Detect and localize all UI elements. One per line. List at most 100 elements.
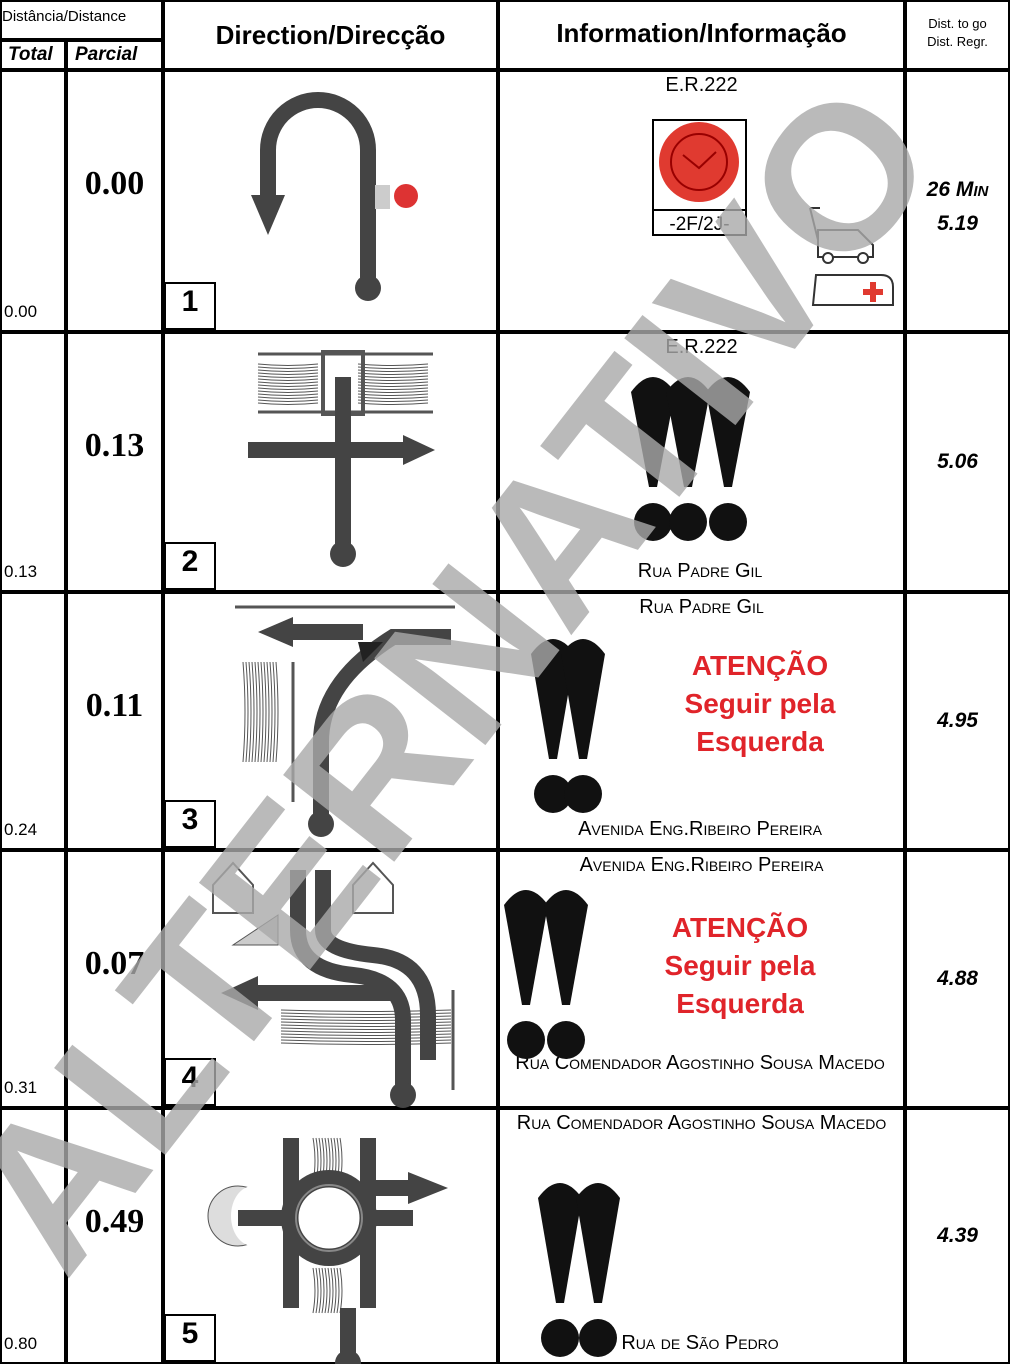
parcial: 0.07 xyxy=(84,945,145,982)
step-number: 1 xyxy=(181,285,199,318)
arrow-head xyxy=(258,617,293,647)
dist-cell xyxy=(905,70,1010,332)
direction-cell xyxy=(163,850,498,1108)
road xyxy=(315,870,436,1060)
arrow-head xyxy=(403,435,435,465)
step-number: 3 xyxy=(181,803,199,836)
direction-diagram xyxy=(251,92,418,301)
warning: Seguir pela xyxy=(684,688,836,719)
header-dist-to-go: Dist. to go xyxy=(928,16,987,31)
start-dot xyxy=(308,811,334,837)
header-direction: Direction/Direcção xyxy=(215,20,446,50)
direction-diagram xyxy=(212,861,455,1108)
step-number: 4 xyxy=(181,1061,199,1094)
header-cell xyxy=(498,0,905,70)
header-distance: Distância/Distance xyxy=(2,8,127,25)
arrow-head xyxy=(408,1172,448,1204)
header-dist-regr: Dist. Regr. xyxy=(927,34,988,49)
info-bottom: Rua Padre Gil xyxy=(637,560,763,582)
total: 0.00 xyxy=(4,302,38,321)
start-dot xyxy=(335,1350,361,1364)
parcial: 0.11 xyxy=(85,687,144,724)
direction-diagram xyxy=(207,1137,448,1364)
direction-diagram xyxy=(235,605,455,837)
warning-icon xyxy=(504,890,588,1059)
info-cell xyxy=(498,332,905,592)
warning: Esquerda xyxy=(676,988,804,1019)
warning: ATENÇÃO xyxy=(691,650,829,681)
dist-cell xyxy=(905,332,1010,592)
direction-cell xyxy=(163,592,498,850)
direction-diagram xyxy=(248,350,435,567)
warning-icon xyxy=(538,1183,620,1357)
parcial-cell xyxy=(66,70,163,332)
warning: Seguir pela xyxy=(664,950,816,981)
total-cell xyxy=(0,332,66,592)
step-number: 2 xyxy=(181,545,199,578)
step-box xyxy=(164,1314,216,1362)
step-box xyxy=(164,800,216,848)
dist-to-go: 4.88 xyxy=(937,967,978,990)
info-cell xyxy=(498,592,905,850)
header-cell xyxy=(0,40,66,70)
direction-cell xyxy=(163,332,498,592)
header-total: Total xyxy=(8,44,53,65)
info-bottom: Rua de São Pedro xyxy=(621,1332,779,1354)
step-box xyxy=(164,1058,216,1106)
header-cell xyxy=(66,40,163,70)
step-box xyxy=(164,282,216,330)
info-cell xyxy=(498,70,905,332)
total-cell xyxy=(0,70,66,332)
arrow-head xyxy=(251,195,285,235)
total: 0.13 xyxy=(4,562,38,581)
dist-cell xyxy=(905,592,1010,850)
info-cell xyxy=(498,850,905,1108)
info-sign xyxy=(652,119,894,306)
direction-cell xyxy=(163,1108,498,1364)
info-top: E.R.222 xyxy=(665,74,738,96)
direction-cell xyxy=(163,70,498,332)
warning: Esquerda xyxy=(696,726,824,757)
dist-to-go: 4.95 xyxy=(937,709,978,732)
header-information: Information/Informação xyxy=(556,18,847,48)
info-top: E.R.222 xyxy=(665,336,738,358)
total: 0.31 xyxy=(4,1078,38,1097)
total-cell xyxy=(0,592,66,850)
parcial: 0.49 xyxy=(84,1203,145,1240)
warning: ATENÇÃO xyxy=(671,912,809,943)
start-dot xyxy=(355,275,381,301)
arrow-head xyxy=(221,976,258,1010)
total: 0.24 xyxy=(4,820,38,839)
road xyxy=(290,870,411,1095)
header-parcial: Parcial xyxy=(75,44,138,65)
warning-icon xyxy=(631,377,750,541)
dist-to-go: 4.39 xyxy=(937,1224,978,1247)
warning-icon xyxy=(531,639,605,813)
info-top: Avenida Eng.Ribeiro Pereira xyxy=(579,854,824,876)
total-cell xyxy=(0,1108,66,1364)
header-cell xyxy=(0,0,163,40)
header-cell xyxy=(163,0,498,70)
dist-cell xyxy=(905,1108,1010,1364)
parcial: 0.00 xyxy=(84,165,145,202)
step-box xyxy=(164,542,216,590)
road xyxy=(313,629,451,822)
step-number: 5 xyxy=(181,1317,199,1350)
total-cell xyxy=(0,850,66,1108)
sign-label: -2F/2J- xyxy=(669,214,730,235)
dist-to-go: 5.19 xyxy=(937,212,978,235)
parcial-cell xyxy=(66,592,163,850)
info-bottom: Rua Comendador Agostinho Sousa Macedo xyxy=(515,1052,885,1074)
parcial: 0.13 xyxy=(84,427,145,464)
parcial-cell xyxy=(66,332,163,592)
start-dot xyxy=(390,1082,416,1108)
info-top: Rua Comendador Agostinho Sousa Macedo xyxy=(516,1112,887,1134)
road xyxy=(260,92,376,285)
info-top: Rua Padre Gil xyxy=(639,596,764,618)
info-bottom: Avenida Eng.Ribeiro Pereira xyxy=(578,818,822,840)
parcial-cell xyxy=(66,1108,163,1364)
header-cell xyxy=(905,0,1010,70)
dist-cell xyxy=(905,850,1010,1108)
time: 26 Min xyxy=(926,178,989,201)
info-cell xyxy=(498,1108,905,1364)
